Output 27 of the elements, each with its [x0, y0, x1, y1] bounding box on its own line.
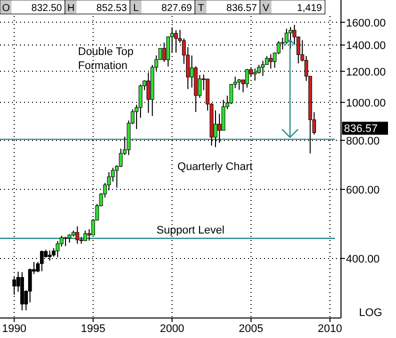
y-tick-label: 1600.00 [346, 17, 386, 30]
candlestick [268, 54, 273, 70]
text: 836.57 [344, 123, 378, 136]
text: T [198, 3, 204, 14]
x-tick-label: 1995 [80, 323, 106, 335]
y-tick-label: 1000.00 [346, 97, 386, 110]
x-tick-label: 2005 [238, 323, 264, 335]
y-tick-label: 1400.00 [346, 40, 386, 52]
candlestick [64, 236, 68, 247]
ref-line-label: Support Level [156, 224, 224, 236]
candlestick [237, 78, 242, 90]
text: V 1,419 [262, 3, 322, 14]
text: 836.57 [226, 3, 258, 14]
text: LOG [359, 307, 382, 319]
text: H 852.53 [67, 3, 127, 14]
x-tick-label: 2010 [318, 323, 342, 335]
candlestick [76, 226, 80, 244]
x-tick-label: 1990 [2, 323, 26, 335]
text: L 827.69 [133, 3, 192, 14]
annotation: Double Top Formation [78, 46, 134, 72]
x-tick-label: 2000 [160, 323, 184, 335]
text: O 832.50 [2, 3, 62, 14]
y-tick-label: 1200.00 [346, 66, 386, 78]
y-tick-label: 400.00 [346, 253, 380, 266]
text: Quarterly Chart [177, 161, 253, 173]
y-tick-label: 800.00 [346, 135, 380, 148]
y-tick-label: 600.00 [346, 184, 380, 196]
